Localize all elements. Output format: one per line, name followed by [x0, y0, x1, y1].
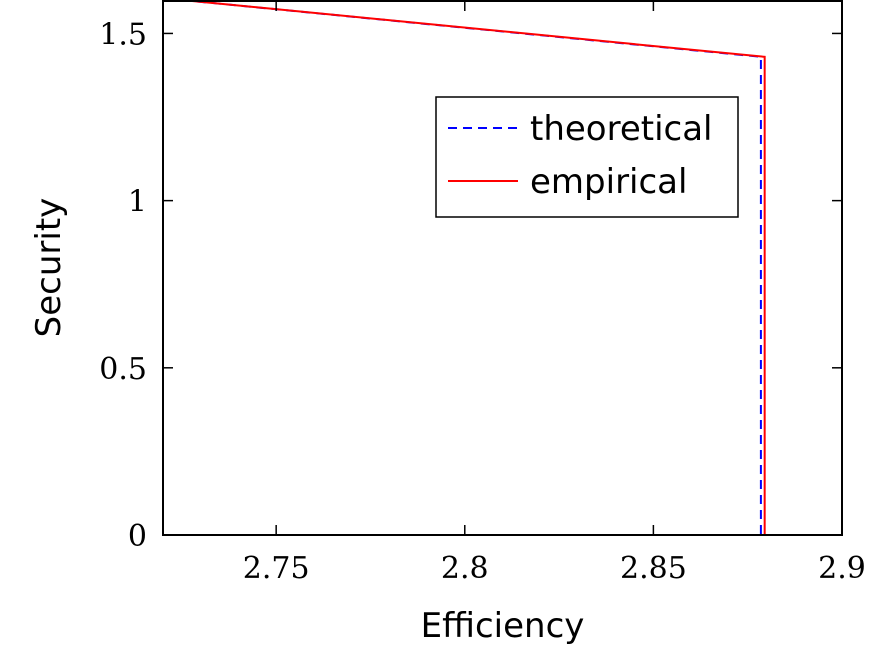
- x-axis-title: Efficiency: [421, 606, 585, 646]
- series-layer: [181, 0, 766, 535]
- y-tick-label: 1: [128, 185, 147, 220]
- ticks-layer: 2.75 2.8 2.85 2.9 0 0.5 1 1.5: [99, 1, 866, 586]
- y-axis-title: Security: [29, 198, 69, 338]
- x-tick-label: 2.9: [818, 551, 866, 586]
- y-tick-label: 0: [128, 519, 147, 554]
- legend-box: [435, 96, 739, 218]
- legend-label-empirical: empirical: [530, 162, 687, 202]
- legend: theoretical empirical: [435, 96, 739, 218]
- y-tick-label: 0.5: [99, 352, 147, 387]
- series-line-theoretical: [181, 0, 762, 535]
- plot-frame: [162, 0, 843, 536]
- x-tick-label: 2.8: [441, 551, 489, 586]
- series-line-empirical: [181, 0, 766, 535]
- legend-label-theoretical: theoretical: [530, 109, 713, 149]
- x-tick-label: 2.75: [243, 551, 310, 586]
- y-tick-label: 1.5: [99, 17, 147, 52]
- x-tick-label: 2.85: [620, 551, 687, 586]
